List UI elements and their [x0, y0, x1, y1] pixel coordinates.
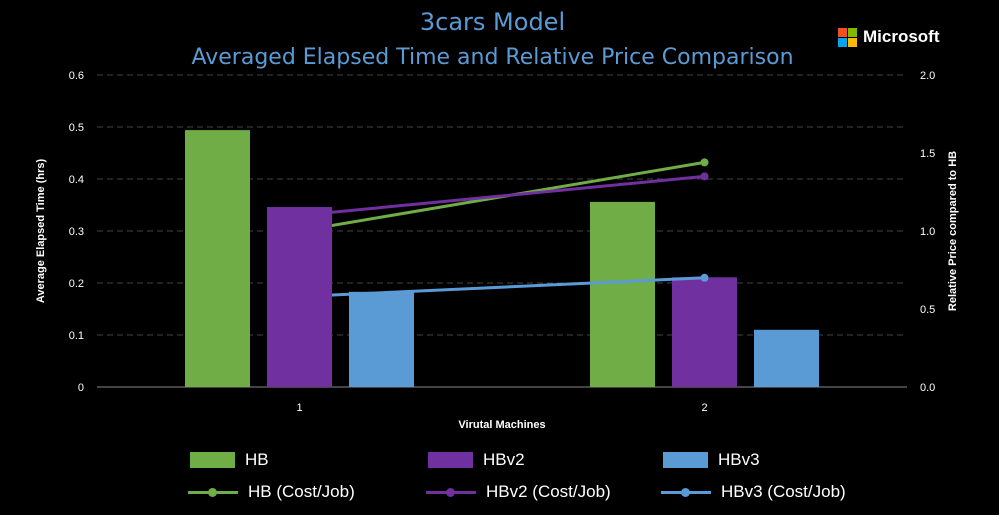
- y-tick-label: 0.5: [69, 122, 84, 134]
- line-marker: [700, 273, 709, 282]
- legend-label: HBv3 (Cost/Job): [721, 482, 846, 501]
- legend-item: HB (Cost/Job): [188, 482, 355, 502]
- y-tick-label: 0.3: [69, 226, 84, 238]
- legend-item: HB: [190, 450, 269, 470]
- bar-hb: [590, 201, 655, 387]
- y2-tick-label: 1.5: [920, 148, 935, 160]
- line-hbv2-cost-job-: [299, 174, 705, 217]
- y-tick-label: 0.2: [69, 278, 84, 290]
- y2-axis-label: Relative Price compared to HB: [947, 151, 959, 311]
- x-axis-label: Virutal Machines: [458, 419, 545, 431]
- chart-plot: 0 0.1 0.2 0.3 0.4 0.5 0.6 0.0 0.5 1.0 1.5 2.0 1 2 Viru…: [35, 70, 959, 431]
- bar-hbv3: [754, 329, 819, 387]
- y2-tick-label: 2.0: [920, 70, 935, 82]
- legend-label: HB (Cost/Job): [248, 482, 355, 501]
- legend-line-marker: [188, 487, 238, 497]
- y-tick-label: 0.6: [69, 70, 84, 82]
- y-tick-label: 0: [78, 382, 84, 394]
- y2-tick-label: 1.0: [920, 226, 935, 238]
- legend-item: HBv3: [663, 450, 760, 470]
- y-tick-label: 0.4: [69, 174, 84, 186]
- y2-tick-label: 0.0: [920, 382, 935, 394]
- legend-line-marker: [426, 487, 476, 497]
- microsoft-logo: Microsoft: [838, 27, 940, 47]
- legend-item: HBv2: [428, 450, 525, 470]
- bar-hbv2: [267, 207, 332, 387]
- line-marker: [700, 158, 709, 167]
- legend-swatch: [428, 452, 473, 468]
- microsoft-logo-icon: [838, 27, 857, 47]
- legend-item: HBv3 (Cost/Job): [661, 482, 846, 502]
- line-hbv3-cost-job-: [299, 276, 705, 299]
- x-tick-label: 2: [701, 402, 707, 414]
- legend-swatch: [663, 452, 708, 468]
- bar-hbv3: [349, 291, 414, 387]
- bar-hb: [185, 130, 250, 387]
- legend-label: HB: [245, 450, 269, 469]
- legend-label: HBv2: [483, 450, 525, 469]
- line-marker: [700, 172, 709, 181]
- legend-line-marker: [661, 487, 711, 497]
- y-tick-label: 0.1: [69, 330, 84, 342]
- legend-label: HBv2 (Cost/Job): [486, 482, 611, 501]
- y-axis-label: Average Elapsed Time (hrs): [35, 159, 47, 304]
- legend-item: HBv2 (Cost/Job): [426, 482, 611, 502]
- y2-tick-label: 0.5: [920, 304, 935, 316]
- bar-hbv2: [672, 277, 737, 387]
- logo-text: Microsoft: [863, 27, 940, 46]
- legend-swatch: [190, 452, 235, 468]
- legend: HB HBv2 HBv3 HB (Cost/Job) HBv2 (Cost/Job) HB…: [0, 450, 999, 510]
- x-tick-label: 1: [296, 402, 302, 414]
- chart-subtitle: Averaged Elapsed Time and Relative Price…: [191, 45, 794, 70]
- chart-title: 3cars Model: [419, 8, 566, 36]
- legend-label: HBv3: [718, 450, 760, 469]
